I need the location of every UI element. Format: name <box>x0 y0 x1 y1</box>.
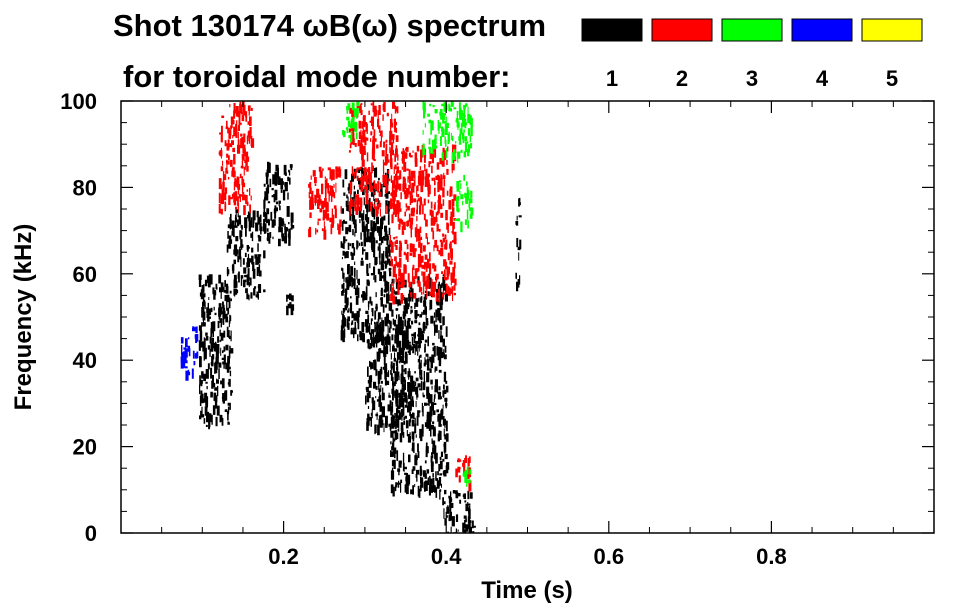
y-tick-label: 40 <box>73 348 97 373</box>
x-tick-label: 0.6 <box>594 544 625 569</box>
series-3-region-2 <box>454 174 474 233</box>
legend-swatch-5 <box>861 18 923 42</box>
legend-swatch-4 <box>791 18 853 42</box>
series-3-region-3 <box>462 466 472 487</box>
series-1-region-8 <box>515 197 522 292</box>
series-mode-1 <box>198 161 522 533</box>
x-tick-label: 0.4 <box>431 544 462 569</box>
series-1-region-0 <box>198 274 234 430</box>
series-2-region-1 <box>308 166 342 240</box>
legend-swatch-2 <box>651 18 713 42</box>
legend: 1 2 3 4 5 <box>581 18 923 91</box>
series-4-region-0 <box>180 326 199 381</box>
legend-swatch-3 <box>721 18 783 42</box>
legend-label-3: 3 <box>746 66 758 91</box>
y-tick-label: 20 <box>73 435 97 460</box>
y-tick-label: 100 <box>60 89 97 114</box>
legend-label-5: 5 <box>886 66 898 91</box>
series-1-region-4 <box>340 167 393 347</box>
series-2-region-2 <box>348 101 401 217</box>
y-tick-label: 60 <box>73 262 97 287</box>
series-2-region-3 <box>389 144 457 305</box>
series-1-region-7 <box>442 489 476 533</box>
legend-label-4: 4 <box>816 66 829 91</box>
y-tick-label: 80 <box>73 175 97 200</box>
axis-ticks: 0.2 0.4 0.6 0.8 0 20 40 60 80 100 <box>60 89 935 569</box>
series-2-region-0 <box>218 101 255 216</box>
series-3-region-0 <box>342 101 360 143</box>
x-axis-label: Time (s) <box>481 577 573 604</box>
plot-data-layer <box>180 101 522 533</box>
series-mode-4 <box>180 326 199 381</box>
y-axis-label: Frequency (kHz) <box>10 224 37 411</box>
series-mode-3 <box>342 101 474 487</box>
y-tick-label: 0 <box>85 521 97 546</box>
legend-swatch-1 <box>581 18 643 42</box>
x-tick-label: 0.2 <box>268 544 299 569</box>
series-1-region-2 <box>263 161 295 247</box>
legend-label-1: 1 <box>606 66 618 91</box>
x-tick-label: 0.8 <box>756 544 787 569</box>
series-1-region-6 <box>389 273 450 500</box>
series-1-region-1 <box>226 209 267 301</box>
legend-label-2: 2 <box>676 66 688 91</box>
series-3-region-1 <box>422 101 473 164</box>
chart-title-line1: Shot 130174 ωB(ω) spectrum <box>113 8 546 43</box>
series-1-region-3 <box>286 293 295 316</box>
chart-title-line2: for toroidal mode number: <box>123 59 511 94</box>
